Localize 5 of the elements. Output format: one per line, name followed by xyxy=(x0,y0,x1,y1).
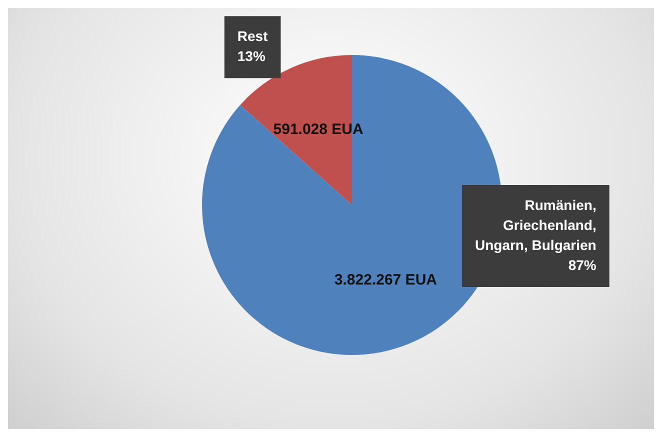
slice-label: Rest xyxy=(237,28,268,44)
text: 87% xyxy=(568,256,597,273)
text: 13% xyxy=(237,48,266,64)
slice-label: Rumänien, Griechenland, Ungarn, Bulgarien xyxy=(474,196,596,253)
data-label: 3.822.267 EUA xyxy=(334,271,438,288)
